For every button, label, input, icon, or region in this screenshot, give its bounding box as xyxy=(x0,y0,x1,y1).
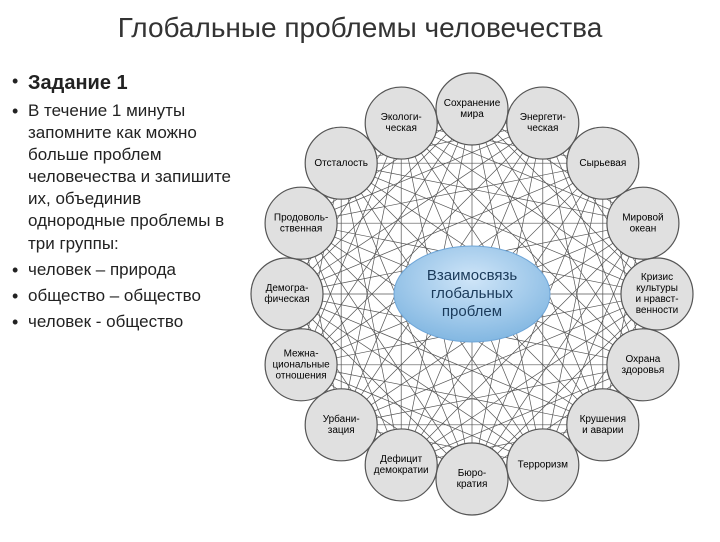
node-4: Кризискультурыи нравст-венности xyxy=(621,258,693,330)
center-label: Взаимосвязь xyxy=(427,267,518,284)
node-label: здоровья xyxy=(622,365,665,376)
node-10: Урбани-зация xyxy=(305,389,377,461)
node-0: Сохранениемира xyxy=(436,73,508,145)
node-7: Терроризм xyxy=(507,429,579,501)
node-label: Дефицит xyxy=(380,453,422,465)
node-5: Охраназдоровья xyxy=(607,329,679,401)
node-label: культуры xyxy=(636,283,678,294)
node-label: Сохранение xyxy=(444,98,501,109)
node-label: кратия xyxy=(457,479,488,490)
node-label: Мировой xyxy=(622,212,663,223)
task-panel: Задание 1 В течение 1 минуты запомните к… xyxy=(10,70,235,337)
node-label: Межна- xyxy=(284,348,319,359)
node-label: Терроризм xyxy=(518,460,569,471)
node-label: Продоволь- xyxy=(274,212,328,223)
node-label: Энергети- xyxy=(520,112,566,123)
node-12: Демогра-фическая xyxy=(251,258,323,330)
network-diagram: СохранениемираЭнергети-ческаяСырьеваяМир… xyxy=(230,52,715,537)
node-3: Мировойокеан xyxy=(607,187,679,259)
node-label: Охрана xyxy=(625,354,660,365)
bullet-0: В течение 1 минуты запомните как можно б… xyxy=(10,100,235,255)
node-label: зация xyxy=(328,425,355,436)
node-label: ческая xyxy=(386,123,417,134)
node-label: венности xyxy=(636,305,679,316)
task-heading: Задание 1 xyxy=(10,70,235,96)
node-label: Сырьевая xyxy=(579,158,626,169)
node-label: и нравст- xyxy=(635,294,678,305)
node-label: отношения xyxy=(276,370,327,381)
node-1: Энергети-ческая xyxy=(507,87,579,159)
node-label: и аварии xyxy=(582,425,623,436)
node-label: демократии xyxy=(374,465,429,476)
node-label: Бюро- xyxy=(458,468,487,479)
task-list: Задание 1 В течение 1 минуты запомните к… xyxy=(10,70,235,333)
node-label: Экологи- xyxy=(381,112,422,123)
center-label: глобальных xyxy=(431,285,514,302)
node-6: Крушенияи аварии xyxy=(567,389,639,461)
center-label: проблем xyxy=(442,303,502,320)
task-heading-text: Задание 1 xyxy=(28,72,128,94)
node-9: Дефицитдемократии xyxy=(365,429,437,501)
node-label: циональные xyxy=(272,359,330,370)
node-label: ственная xyxy=(280,223,322,234)
node-label: Урбани- xyxy=(323,413,360,425)
node-label: Кризис xyxy=(641,272,673,283)
node-14: Отсталость xyxy=(305,127,377,199)
node-label: Отсталость xyxy=(314,158,368,169)
node-8: Бюро-кратия xyxy=(436,443,508,515)
node-label: фическая xyxy=(264,293,309,305)
node-13: Продоволь-ственная xyxy=(265,187,337,259)
node-15: Экологи-ческая xyxy=(365,87,437,159)
node-2: Сырьевая xyxy=(567,127,639,199)
node-label: Крушения xyxy=(580,414,626,425)
node-label: океан xyxy=(630,223,657,234)
node-label: Демогра- xyxy=(266,283,309,294)
node-label: мира xyxy=(460,109,484,120)
page-title: Глобальные проблемы человечества xyxy=(0,0,720,44)
node-label: ческая xyxy=(527,123,558,134)
bullet-2: общество – общество xyxy=(10,285,235,307)
node-11: Межна-циональныеотношения xyxy=(265,329,337,401)
bullet-1: человек – природа xyxy=(10,259,235,281)
bullet-3: человек - общество xyxy=(10,311,235,333)
